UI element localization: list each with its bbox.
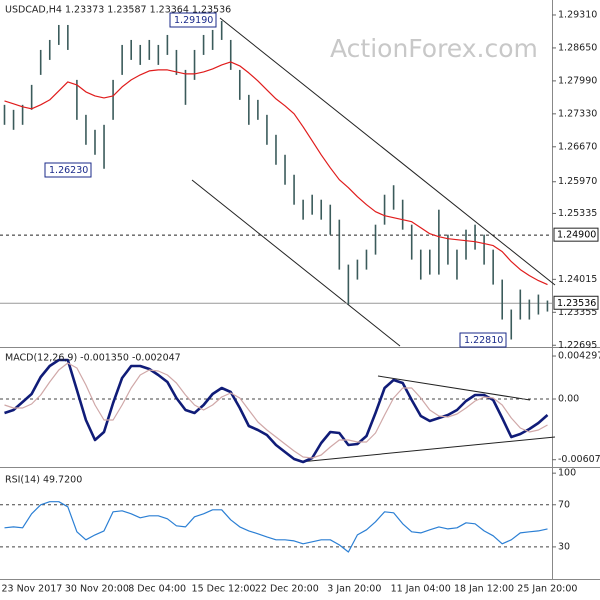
trendline [219, 17, 556, 286]
y-tick-label: 1.23355 [558, 307, 597, 318]
annotation-box [169, 12, 217, 28]
y-tick-label: 1.22695 [558, 340, 597, 351]
x-tick-label: 3 Jan 20:00 [327, 584, 381, 595]
x-tick-label: 30 Nov 20:00 [65, 584, 129, 595]
x-tick-label: 23 Nov 2017 [2, 584, 63, 595]
x-tick-label: 8 Dec 04:00 [128, 584, 186, 595]
annotation: 1.29190 [174, 15, 213, 26]
y-tick-label: 0.00 [558, 394, 579, 405]
level-box [553, 295, 599, 310]
y-tick-label: 1.25970 [558, 176, 597, 187]
y-tick-label: 100 [558, 468, 576, 479]
panel-title: MACD(12,26,9) -0.001350 -0.002047 [5, 353, 181, 364]
y-tick-label: 30 [558, 541, 570, 552]
trendline [377, 375, 531, 401]
y-tick-label: 1.25335 [558, 208, 597, 219]
level-label: 1.23536 [557, 298, 596, 309]
y-tick-label: 1.26670 [558, 141, 597, 152]
trendline [191, 179, 401, 347]
series-line [4, 61, 548, 286]
trendlines [191, 17, 556, 463]
panel-title: RSI(14) 49.7200 [5, 475, 82, 486]
annotation-box [44, 162, 92, 178]
annotation: 1.26230 [49, 165, 88, 176]
trendline [299, 436, 556, 463]
annotation: 1.22810 [464, 335, 503, 346]
y-tick-label: 70 [558, 499, 570, 510]
series-line [4, 362, 548, 459]
y-tick-label: 1.28650 [558, 42, 597, 53]
annotation-box [459, 332, 507, 348]
x-tick-label: 22 Dec 20:00 [255, 584, 319, 595]
x-tick-label: 18 Jan 12:00 [454, 584, 514, 595]
y-tick-label: -0.006071 [558, 454, 600, 465]
y-tick-label: 1.24015 [558, 274, 597, 285]
y-tick-label: 1.27990 [558, 75, 597, 86]
x-tick-label: 25 Jan 20:00 [517, 584, 577, 595]
y-tick-label: 1.29310 [558, 9, 597, 20]
x-tick-label: 15 Dec 12:00 [192, 584, 256, 595]
series-line [4, 358, 549, 464]
level-box [553, 227, 599, 242]
y-tick-label: 0.004297 [558, 351, 600, 362]
y-tick-label: 1.27330 [558, 108, 597, 119]
panel-title: USDCAD,H4 1.23373 1.23587 1.23364 1.2353… [5, 5, 231, 16]
series-line [4, 501, 548, 553]
level-label: 1.24900 [557, 230, 596, 241]
x-tick-label: 11 Jan 04:00 [391, 584, 451, 595]
watermark: ActionForex.com [330, 34, 538, 63]
